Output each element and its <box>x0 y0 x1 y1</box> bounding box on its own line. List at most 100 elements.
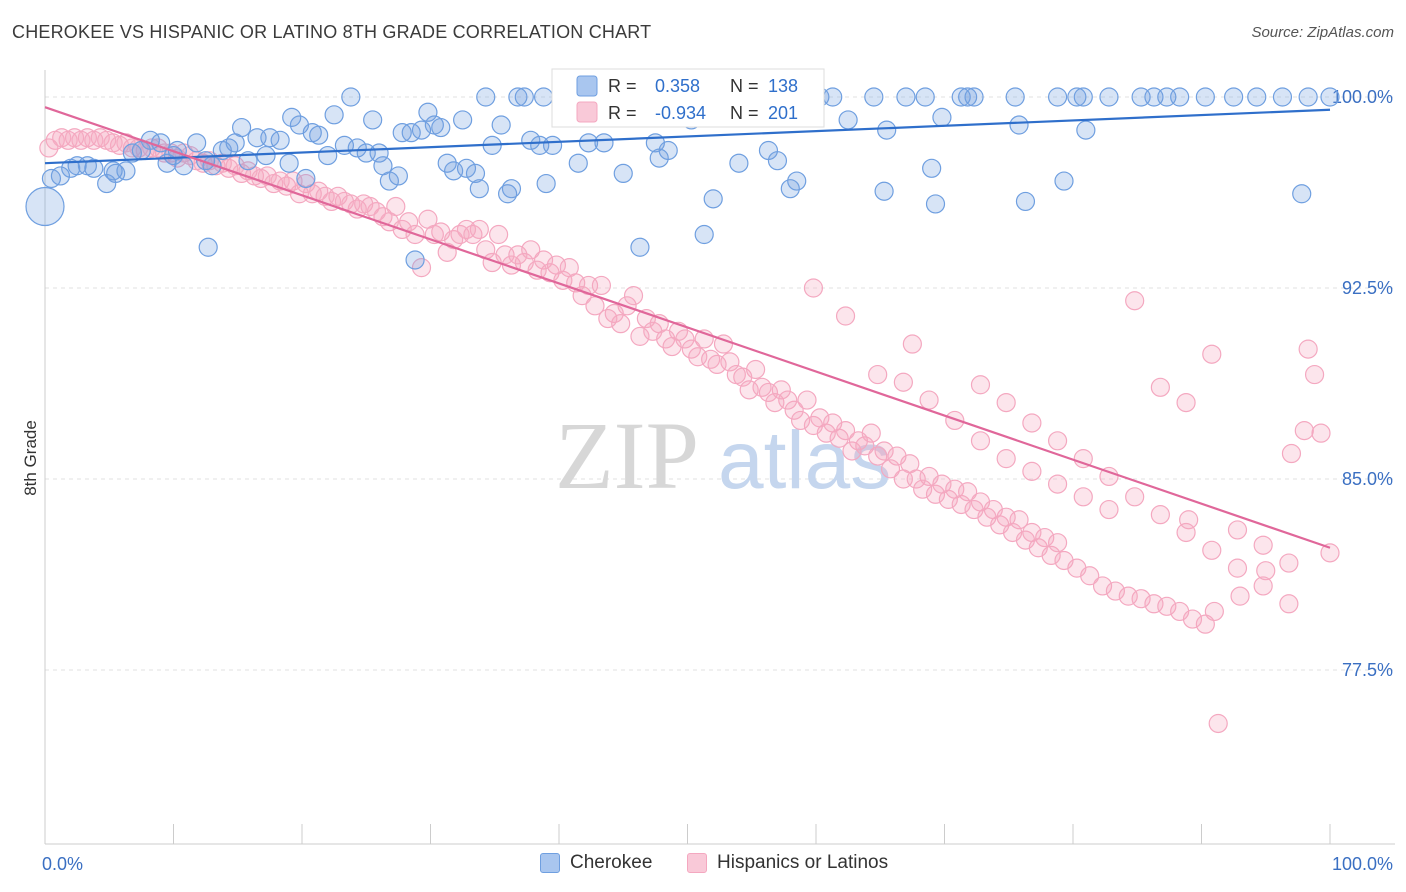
point-hispanic <box>996 449 1016 469</box>
point-hispanic <box>1311 423 1331 443</box>
point-cherokee <box>388 166 408 186</box>
point-hispanic <box>630 326 650 346</box>
point-cherokee <box>1247 87 1267 107</box>
point-hispanic <box>1294 421 1314 441</box>
point-hispanic <box>508 245 528 265</box>
point-cherokee <box>630 237 650 257</box>
point-hispanic <box>1131 589 1151 609</box>
point-cherokee <box>896 87 916 107</box>
axis-layer: 100.0% 92.5% 85.0% 77.5% <box>44 70 1395 845</box>
point-hispanic <box>1182 609 1203 629</box>
point-cherokee <box>703 189 723 209</box>
point-cherokee <box>341 87 361 107</box>
point-cherokee <box>270 130 290 150</box>
point-hispanic <box>902 334 922 354</box>
point-hispanic <box>1256 561 1276 581</box>
point-cherokee <box>405 250 425 270</box>
y-axis-label: 8th Grade <box>21 420 40 496</box>
stats-n-label-cherokee: N = <box>730 76 759 96</box>
point-hispanic <box>790 410 811 431</box>
stats-n-value-cherokee: 138 <box>768 76 798 96</box>
point-cherokee <box>787 171 807 191</box>
point-cherokee <box>318 145 338 166</box>
point-cherokee <box>1076 120 1096 140</box>
point-hispanic <box>1047 474 1068 494</box>
point-cherokee <box>296 168 316 189</box>
point-hispanic <box>1150 505 1170 525</box>
point-cherokee <box>925 194 946 214</box>
point-cherokee <box>456 158 477 178</box>
point-hispanic <box>1035 527 1055 548</box>
point-hispanic <box>1202 344 1222 364</box>
source-label: Source: ZipAtlas.com <box>1251 24 1394 41</box>
point-hispanic <box>591 275 612 296</box>
point-cherokee <box>431 117 451 138</box>
point-hispanic <box>611 314 631 334</box>
stats-r-label-hispanic: R = <box>608 103 637 123</box>
point-hispanic <box>1099 499 1119 520</box>
point-cherokee <box>1067 87 1087 107</box>
point-cherokee <box>536 173 556 194</box>
legend-swatch-hispanics <box>687 853 707 873</box>
chart-title: CHEROKEE VS HISPANIC OR LATINO 8TH GRADE… <box>12 22 652 42</box>
point-cherokee <box>465 163 486 183</box>
point-cherokee <box>823 87 843 107</box>
point-cherokee <box>694 224 714 245</box>
point-hispanic <box>938 489 958 509</box>
point-cherokee <box>347 138 367 158</box>
point-hispanic <box>1304 364 1325 385</box>
point-hispanic <box>784 400 804 420</box>
point-cherokee <box>363 110 383 130</box>
point-hispanic <box>1157 596 1177 616</box>
point-cherokee <box>838 110 858 130</box>
point-hispanic <box>996 393 1016 413</box>
point-hispanic <box>752 377 772 397</box>
point-hispanic <box>970 431 991 451</box>
point-hispanic <box>835 421 856 441</box>
point-hispanic <box>1179 510 1199 530</box>
point-cherokee <box>469 179 489 199</box>
stats-r-value-hispanic: -0.934 <box>655 103 706 123</box>
point-hispanic <box>489 224 509 245</box>
point-hispanic <box>868 364 888 385</box>
point-cherokee <box>932 107 952 127</box>
point-cherokee <box>309 125 329 145</box>
point-hispanic <box>816 423 836 443</box>
point-cherokee <box>1170 87 1190 107</box>
point-hispanic <box>444 230 464 250</box>
watermark-zip: ZIP <box>555 402 699 509</box>
x-tick-label-max: 100.0% <box>1332 854 1393 874</box>
point-cherokee <box>219 138 239 158</box>
point-cherokee <box>922 158 942 178</box>
point-cherokee <box>780 179 800 199</box>
point-cherokee <box>1298 87 1318 107</box>
point-hispanic <box>1080 566 1100 586</box>
point-cherokee <box>476 87 496 107</box>
legend-label-cherokee: Cherokee <box>570 852 653 873</box>
point-hispanic <box>874 441 894 461</box>
point-cherokee <box>116 161 136 181</box>
point-hispanic <box>1204 601 1224 622</box>
point-cherokee <box>658 140 678 161</box>
point-cherokee <box>437 153 457 173</box>
point-hispanic <box>701 349 721 369</box>
point-hispanic <box>778 390 798 410</box>
point-hispanic <box>1009 510 1029 530</box>
point-cherokee <box>1005 87 1025 107</box>
x-tick-label-min: 0.0% <box>42 854 83 874</box>
point-hispanic <box>771 380 791 400</box>
point-hispanic <box>1253 576 1273 596</box>
stats-legend-swatch-cherokee <box>576 75 598 97</box>
point-cherokee <box>729 153 749 173</box>
point-hispanic <box>521 240 541 260</box>
point-hispanic <box>675 329 695 349</box>
point-hispanic <box>411 258 432 278</box>
point-hispanic <box>1202 540 1222 560</box>
point-cherokee <box>508 87 528 107</box>
point-cherokee <box>1047 87 1068 107</box>
point-hispanic <box>1227 558 1248 578</box>
stats-legend: R = 0.358 N = 138 R = -0.934 N = 201 <box>551 68 825 128</box>
point-cherokee <box>411 120 432 140</box>
point-cherokee <box>174 156 194 176</box>
legend-label-hispanics: Hispanics or Latinos <box>717 852 889 873</box>
